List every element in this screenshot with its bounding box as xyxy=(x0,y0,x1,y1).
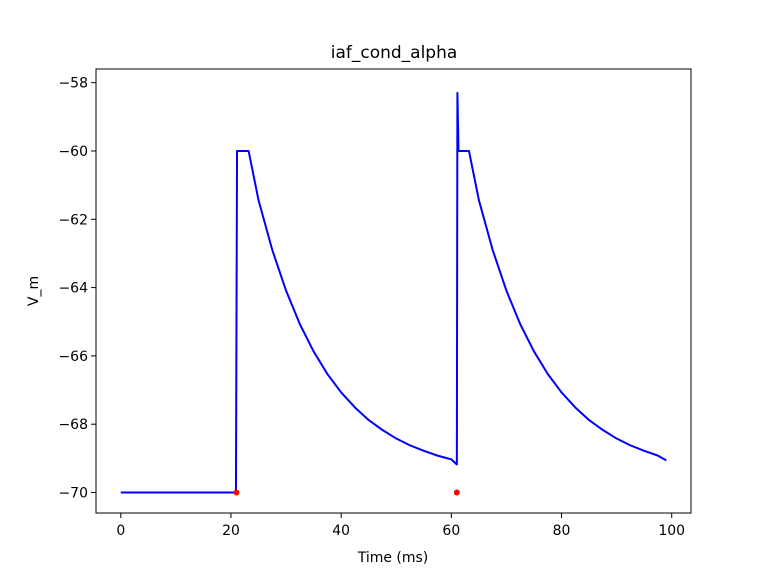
y-tick-label: −58 xyxy=(58,76,88,92)
tick-layer: 0 20 40 60 80 100 −70 −68 −66 −64 −62 −60 −58 xyxy=(58,76,685,539)
y-tick-label: −66 xyxy=(58,349,88,365)
x-tick-label: 40 xyxy=(332,523,350,539)
y-tick-label: −60 xyxy=(58,144,88,160)
x-tick-label: 20 xyxy=(222,523,240,539)
y-tick-label: −68 xyxy=(58,417,88,433)
x-tick-label: 60 xyxy=(442,523,460,539)
y-tick-label: −64 xyxy=(58,281,88,297)
spike-marker xyxy=(453,489,460,496)
x-tick-label: 80 xyxy=(553,523,571,539)
chart-title: iaf_cond_alpha xyxy=(331,43,458,63)
y-tick-label: −70 xyxy=(58,486,88,502)
y-tick-label: −62 xyxy=(58,212,88,228)
y-axis-label: V_m xyxy=(26,276,42,306)
x-tick-label: 0 xyxy=(116,523,125,539)
series-line xyxy=(120,91,667,494)
plot-layer xyxy=(120,91,667,496)
spike-marker xyxy=(233,489,240,496)
x-tick-label: 100 xyxy=(658,523,685,539)
axes-frame xyxy=(95,68,692,514)
x-axis-label: Time (ms) xyxy=(357,550,429,566)
